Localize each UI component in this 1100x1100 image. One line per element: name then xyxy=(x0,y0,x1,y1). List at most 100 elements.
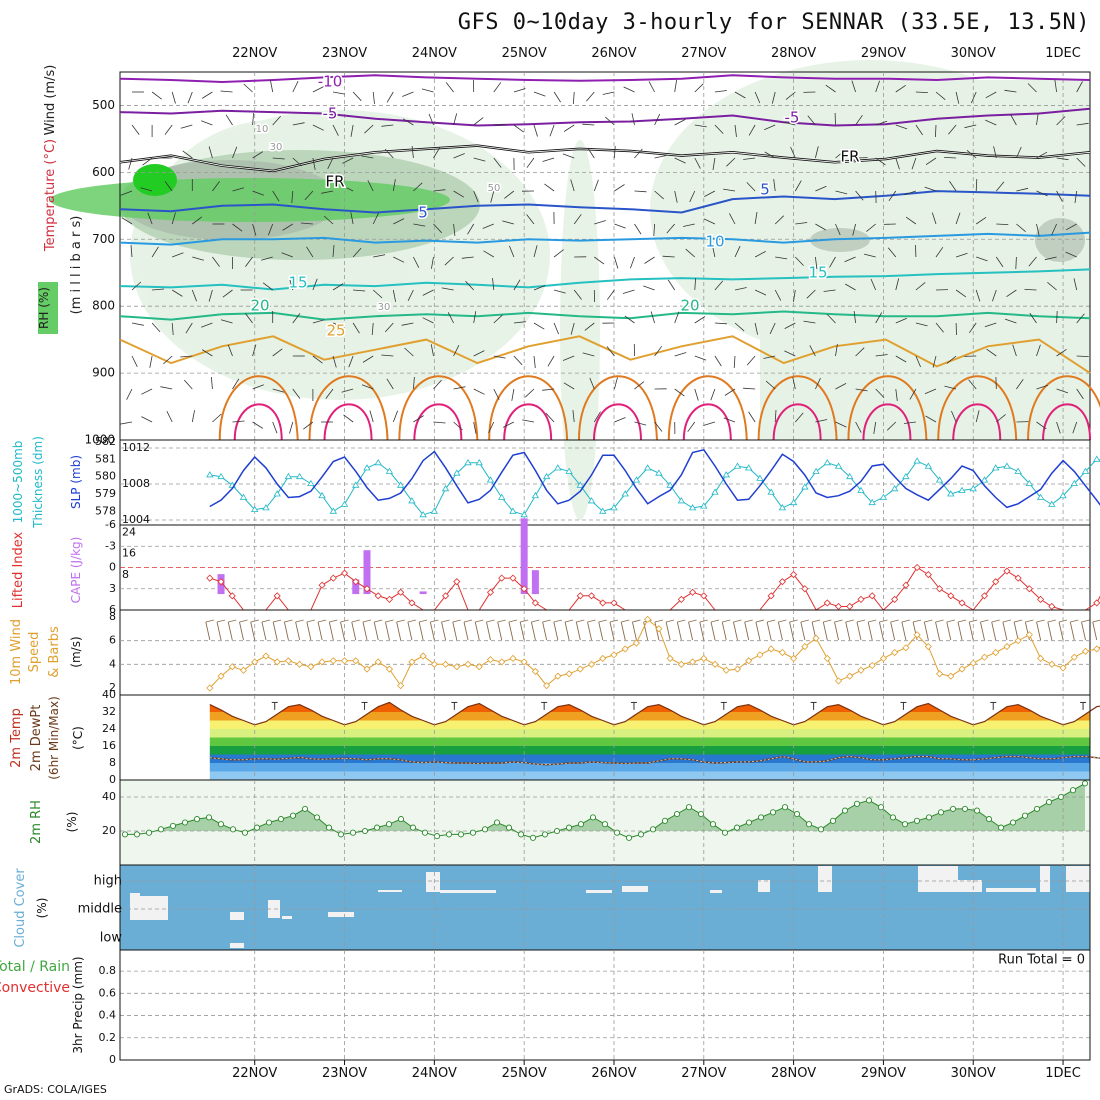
thickness-point xyxy=(924,462,933,469)
contour-label: -5 xyxy=(323,105,338,123)
wind-barb xyxy=(361,155,374,159)
wind-speed-point xyxy=(363,665,371,673)
temp-contour-30 xyxy=(577,375,658,441)
wind-barb-10m xyxy=(542,621,548,641)
wind-barb-10m xyxy=(463,621,469,641)
wind-barb xyxy=(411,146,414,159)
wind-barb xyxy=(888,190,897,202)
wind-barb xyxy=(402,91,414,97)
rh-point xyxy=(265,819,273,826)
wind-barb xyxy=(352,247,362,258)
wind-speed-point xyxy=(374,658,382,666)
cloud-gap xyxy=(1040,866,1050,892)
wind-barb xyxy=(312,124,324,131)
wind-barb-10m xyxy=(396,621,402,641)
wind-speed-point xyxy=(576,665,584,673)
rh-highest-area xyxy=(133,164,177,196)
wind-speed-point xyxy=(846,672,854,680)
wind-barb xyxy=(875,157,886,166)
rh-point xyxy=(901,821,909,828)
wind-speed-point xyxy=(980,653,989,661)
wind-barb xyxy=(955,91,960,104)
wind-speed-point xyxy=(262,652,270,660)
wind-barb xyxy=(1027,83,1037,93)
wind-speed-point xyxy=(823,654,831,662)
wind-barb xyxy=(975,216,987,225)
precip-label-total: Total / Rain xyxy=(0,959,70,975)
x-label-bottom: 29NOV xyxy=(861,1066,906,1081)
wind-barb xyxy=(734,124,737,137)
wind-barb xyxy=(553,289,566,294)
wind-barb xyxy=(141,416,153,423)
wind-speed-point xyxy=(1003,643,1011,651)
wind-barb xyxy=(120,421,133,425)
lifted-index-point xyxy=(868,592,876,600)
wind-barb-10m xyxy=(766,621,772,641)
temp-contour-35 xyxy=(772,403,822,441)
thickness-point xyxy=(486,476,495,483)
wind-barb xyxy=(733,355,736,369)
wind-barb xyxy=(886,421,897,431)
lifted-index-point xyxy=(778,578,786,586)
wind-barb-10m-flag xyxy=(228,619,237,623)
wind-barb xyxy=(895,157,900,170)
wind-barb-10m xyxy=(822,621,828,641)
wind-barb xyxy=(687,421,696,432)
thickness-point xyxy=(565,467,573,474)
wind-barb xyxy=(654,421,663,432)
cape-bar xyxy=(419,591,427,595)
wind-barb xyxy=(835,383,847,390)
lifted-index-point xyxy=(442,592,450,600)
rh-point xyxy=(757,814,765,821)
wind-speed-point xyxy=(442,660,450,668)
wind-speed-point xyxy=(587,660,596,668)
wind-barb xyxy=(674,388,685,397)
wind-barb xyxy=(570,179,575,192)
wind-barb xyxy=(131,322,144,326)
wind-barb xyxy=(201,120,213,126)
thickness-point xyxy=(1059,491,1067,499)
cape-bar xyxy=(531,570,539,595)
rh-point xyxy=(781,804,789,811)
wind-barb xyxy=(654,113,661,126)
wind-barb xyxy=(694,124,707,128)
wind-barb-10m-flag xyxy=(486,619,495,623)
thickness-point xyxy=(1048,500,1056,507)
lifted-index-point xyxy=(599,599,607,607)
x-label-bottom: 25NOV xyxy=(502,1066,547,1081)
wind-barb xyxy=(312,157,316,170)
wind-barb xyxy=(785,91,796,100)
wind-barb xyxy=(573,289,582,300)
lifted-index-point xyxy=(576,592,584,600)
wind-barb xyxy=(312,355,323,364)
wind-barb xyxy=(433,421,446,424)
wind-barb xyxy=(422,317,434,324)
rh-point xyxy=(361,827,369,835)
wind-barb xyxy=(445,82,454,93)
wind-barb xyxy=(754,289,767,296)
wind-barb xyxy=(473,157,486,162)
wind-barb xyxy=(623,86,635,93)
wind-barb xyxy=(372,91,375,104)
wind-ylabel-1: 10m Wind xyxy=(9,619,24,685)
wind-speed-point xyxy=(689,658,697,666)
wind-barb xyxy=(151,91,162,100)
wind-barb xyxy=(829,256,836,268)
wind-barb-10m xyxy=(699,621,705,641)
wind-barb xyxy=(511,388,515,401)
thickness-point xyxy=(991,464,1000,471)
wind-barb-10m xyxy=(620,621,626,641)
thickness-point xyxy=(700,502,708,509)
wind-barb xyxy=(504,190,515,199)
wind-barb-10m-flag xyxy=(329,619,338,623)
rh2m-panel: 40 20 2m RH (%) xyxy=(29,779,1091,866)
wind-barb xyxy=(147,212,153,225)
wind-barb xyxy=(855,347,865,357)
upper-ytick: 500 xyxy=(92,98,115,112)
wind-barb xyxy=(602,91,615,95)
wind-barb xyxy=(1073,278,1078,291)
wind-barb xyxy=(268,223,274,236)
wind-barb-10m-flag xyxy=(497,619,506,623)
wind-barb xyxy=(544,183,555,192)
